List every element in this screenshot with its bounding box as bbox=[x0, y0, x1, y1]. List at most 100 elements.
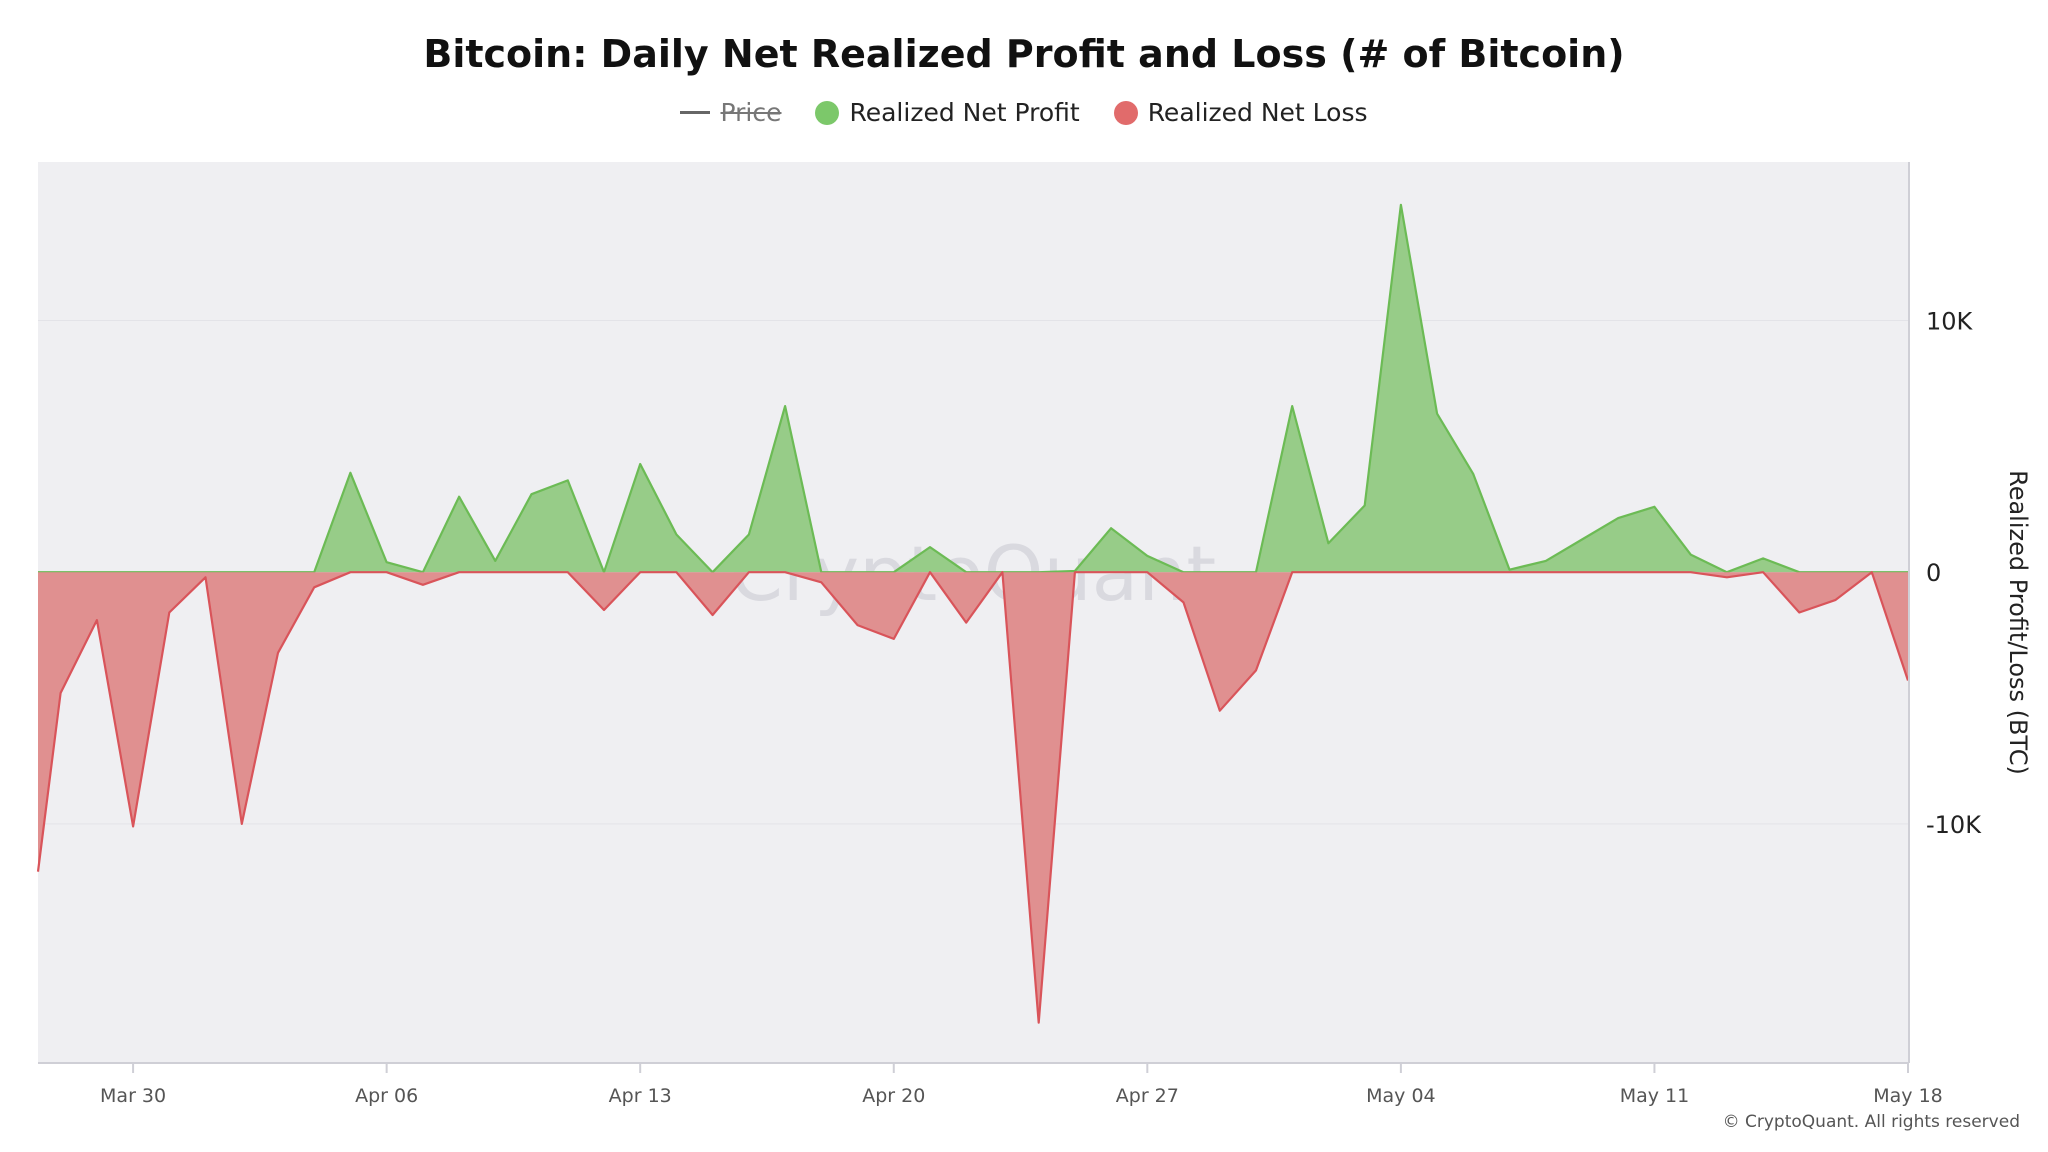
profit-point bbox=[1325, 540, 1331, 546]
loss-point bbox=[420, 582, 426, 588]
loss-dot-marker bbox=[1113, 100, 1138, 125]
loss-area bbox=[38, 572, 1908, 1023]
loss-point bbox=[1289, 569, 1295, 575]
legend-label-price: Price bbox=[720, 98, 782, 127]
x-tick-label: May 11 bbox=[1620, 1085, 1690, 1107]
loss-point bbox=[130, 823, 136, 829]
profit-point bbox=[384, 559, 390, 565]
x-tick-label: May 18 bbox=[1873, 1085, 1943, 1107]
loss-line bbox=[36, 571, 1910, 1024]
loss-point bbox=[782, 569, 788, 575]
profit-point bbox=[927, 544, 933, 550]
loss-point bbox=[999, 569, 1005, 575]
loss-point bbox=[1796, 610, 1802, 616]
loss-point bbox=[1398, 569, 1404, 575]
profit-point bbox=[1615, 515, 1621, 521]
copyright-text: © CryptoQuant. All rights reserved bbox=[1722, 1112, 2020, 1132]
profit-point bbox=[637, 461, 643, 467]
legend: Price Realized Net Profit Realized Net L… bbox=[0, 98, 2048, 127]
loss-point bbox=[565, 569, 571, 575]
loss-point bbox=[1072, 569, 1078, 575]
loss-point bbox=[927, 569, 933, 575]
profit-point bbox=[492, 558, 498, 564]
profit-dot-marker bbox=[815, 100, 840, 125]
loss-point bbox=[1253, 667, 1259, 673]
profit-point bbox=[1760, 555, 1766, 561]
loss-point bbox=[818, 579, 824, 585]
profit-point bbox=[782, 403, 788, 409]
legend-label-loss: Realized Net Loss bbox=[1147, 98, 1368, 127]
y-tick-label: 10K bbox=[1926, 308, 1974, 336]
profit-point bbox=[1543, 558, 1549, 564]
loss-point bbox=[311, 584, 317, 590]
loss-point bbox=[855, 622, 861, 628]
y-axis-label: Realized Profit/Loss (BTC) bbox=[2004, 470, 2032, 775]
loss-point bbox=[1108, 569, 1114, 575]
profit-area bbox=[38, 204, 1908, 573]
profit-point bbox=[673, 532, 679, 538]
loss-point bbox=[239, 821, 245, 827]
profit-point bbox=[1108, 525, 1114, 531]
profit-point bbox=[1651, 504, 1657, 510]
loss-point bbox=[1760, 569, 1766, 575]
profit-point bbox=[1434, 411, 1440, 417]
profit-point bbox=[1579, 537, 1585, 543]
profit-point bbox=[746, 532, 752, 538]
loss-point bbox=[529, 569, 535, 575]
profit-point bbox=[456, 494, 462, 500]
loss-point bbox=[1615, 569, 1621, 575]
loss-point bbox=[492, 569, 498, 575]
loss-point bbox=[58, 690, 64, 696]
profit-point bbox=[1398, 202, 1404, 208]
loss-point bbox=[1217, 708, 1223, 714]
loss-point bbox=[456, 569, 462, 575]
profit-point bbox=[1688, 552, 1694, 558]
loss-point bbox=[347, 569, 353, 575]
loss-point bbox=[1325, 569, 1331, 575]
legend-label-profit: Realized Net Profit bbox=[849, 98, 1080, 127]
price-line-marker bbox=[680, 111, 711, 114]
y-tick-label: -10K bbox=[1926, 811, 1982, 839]
loss-point bbox=[94, 617, 100, 623]
x-tick-label: Mar 30 bbox=[100, 1085, 166, 1107]
legend-item-realized-net-loss[interactable]: Realized Net Loss bbox=[1113, 98, 1368, 127]
profit-point bbox=[1289, 403, 1295, 409]
loss-point bbox=[1144, 569, 1150, 575]
profit-point bbox=[347, 470, 353, 476]
y-tick-label: 0 bbox=[1926, 559, 1941, 587]
profit-point bbox=[529, 491, 535, 497]
profit-point bbox=[565, 477, 571, 483]
chart-title: Bitcoin: Daily Net Realized Profit and L… bbox=[423, 32, 1625, 76]
loss-point bbox=[1507, 569, 1513, 575]
x-tick-label: Apr 13 bbox=[609, 1085, 672, 1107]
legend-item-price[interactable]: Price bbox=[680, 98, 781, 127]
x-tick-label: Apr 27 bbox=[1116, 1085, 1179, 1107]
loss-point bbox=[963, 620, 969, 626]
profit-point bbox=[1144, 553, 1150, 559]
loss-point bbox=[891, 636, 897, 642]
x-tick-label: May 04 bbox=[1366, 1085, 1436, 1107]
loss-point bbox=[203, 574, 209, 580]
loss-point bbox=[1833, 597, 1839, 603]
loss-point bbox=[1543, 569, 1549, 575]
loss-point bbox=[637, 569, 643, 575]
axes: Mar 30 Apr 06 Apr 13 Apr 20 Apr 27 May 04 May … bbox=[38, 162, 1982, 1107]
legend-item-realized-net-profit[interactable]: Realized Net Profit bbox=[815, 98, 1080, 127]
loss-point bbox=[1434, 569, 1440, 575]
loss-point bbox=[1470, 569, 1476, 575]
loss-point bbox=[1688, 569, 1694, 575]
x-tick-label: Apr 20 bbox=[862, 1085, 925, 1107]
loss-point bbox=[1181, 599, 1187, 605]
x-tick-label: Apr 06 bbox=[355, 1085, 418, 1107]
loss-point bbox=[35, 869, 41, 875]
loss-point bbox=[1362, 569, 1368, 575]
profit-point bbox=[1362, 503, 1368, 509]
profit-point bbox=[1470, 471, 1476, 477]
loss-point bbox=[1724, 574, 1730, 580]
loss-point bbox=[710, 612, 716, 618]
loss-point bbox=[166, 610, 172, 616]
series-layer bbox=[35, 202, 1910, 1024]
loss-point bbox=[384, 569, 390, 575]
loss-point bbox=[673, 569, 679, 575]
